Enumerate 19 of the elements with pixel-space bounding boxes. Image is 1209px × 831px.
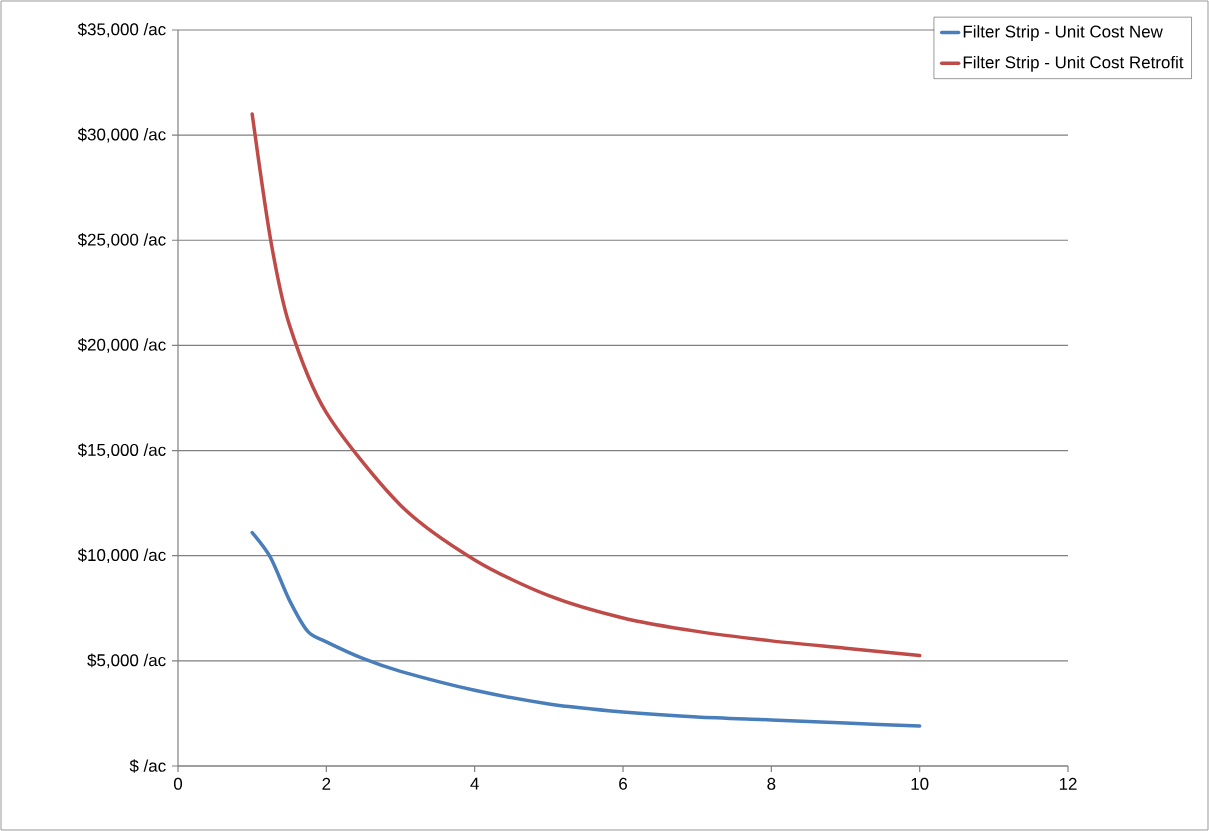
- y-tick-label: $ /ac: [129, 759, 166, 773]
- legend-label: Filter Strip - Unit Cost New: [963, 25, 1163, 41]
- x-tick-label: 0: [173, 777, 183, 790]
- x-tick-label: 12: [1059, 777, 1077, 790]
- y-tick-label: $10,000 /ac: [77, 548, 166, 564]
- x-tick-label: 8: [767, 777, 776, 790]
- y-tick-label: $20,000 /ac: [77, 338, 166, 353]
- y-tick-label: $30,000 /ac: [77, 127, 166, 143]
- x-tick-label: 10: [911, 777, 929, 790]
- y-tick-label: $25,000 /ac: [77, 232, 166, 248]
- y-tick-label: $5,000 /ac: [87, 653, 166, 669]
- x-tick-label: 4: [470, 777, 479, 790]
- legend-label: Filter Strip - Unit Cost Retrofit: [963, 55, 1184, 72]
- line-series: [250, 112, 922, 658]
- x-tick-label: 2: [322, 777, 331, 790]
- y-tick-label: $15,000 /ac: [77, 443, 166, 458]
- y-tick-label: $35,000 /ac: [77, 22, 166, 38]
- line-series: [250, 530, 922, 728]
- x-tick-label: 6: [619, 777, 627, 790]
